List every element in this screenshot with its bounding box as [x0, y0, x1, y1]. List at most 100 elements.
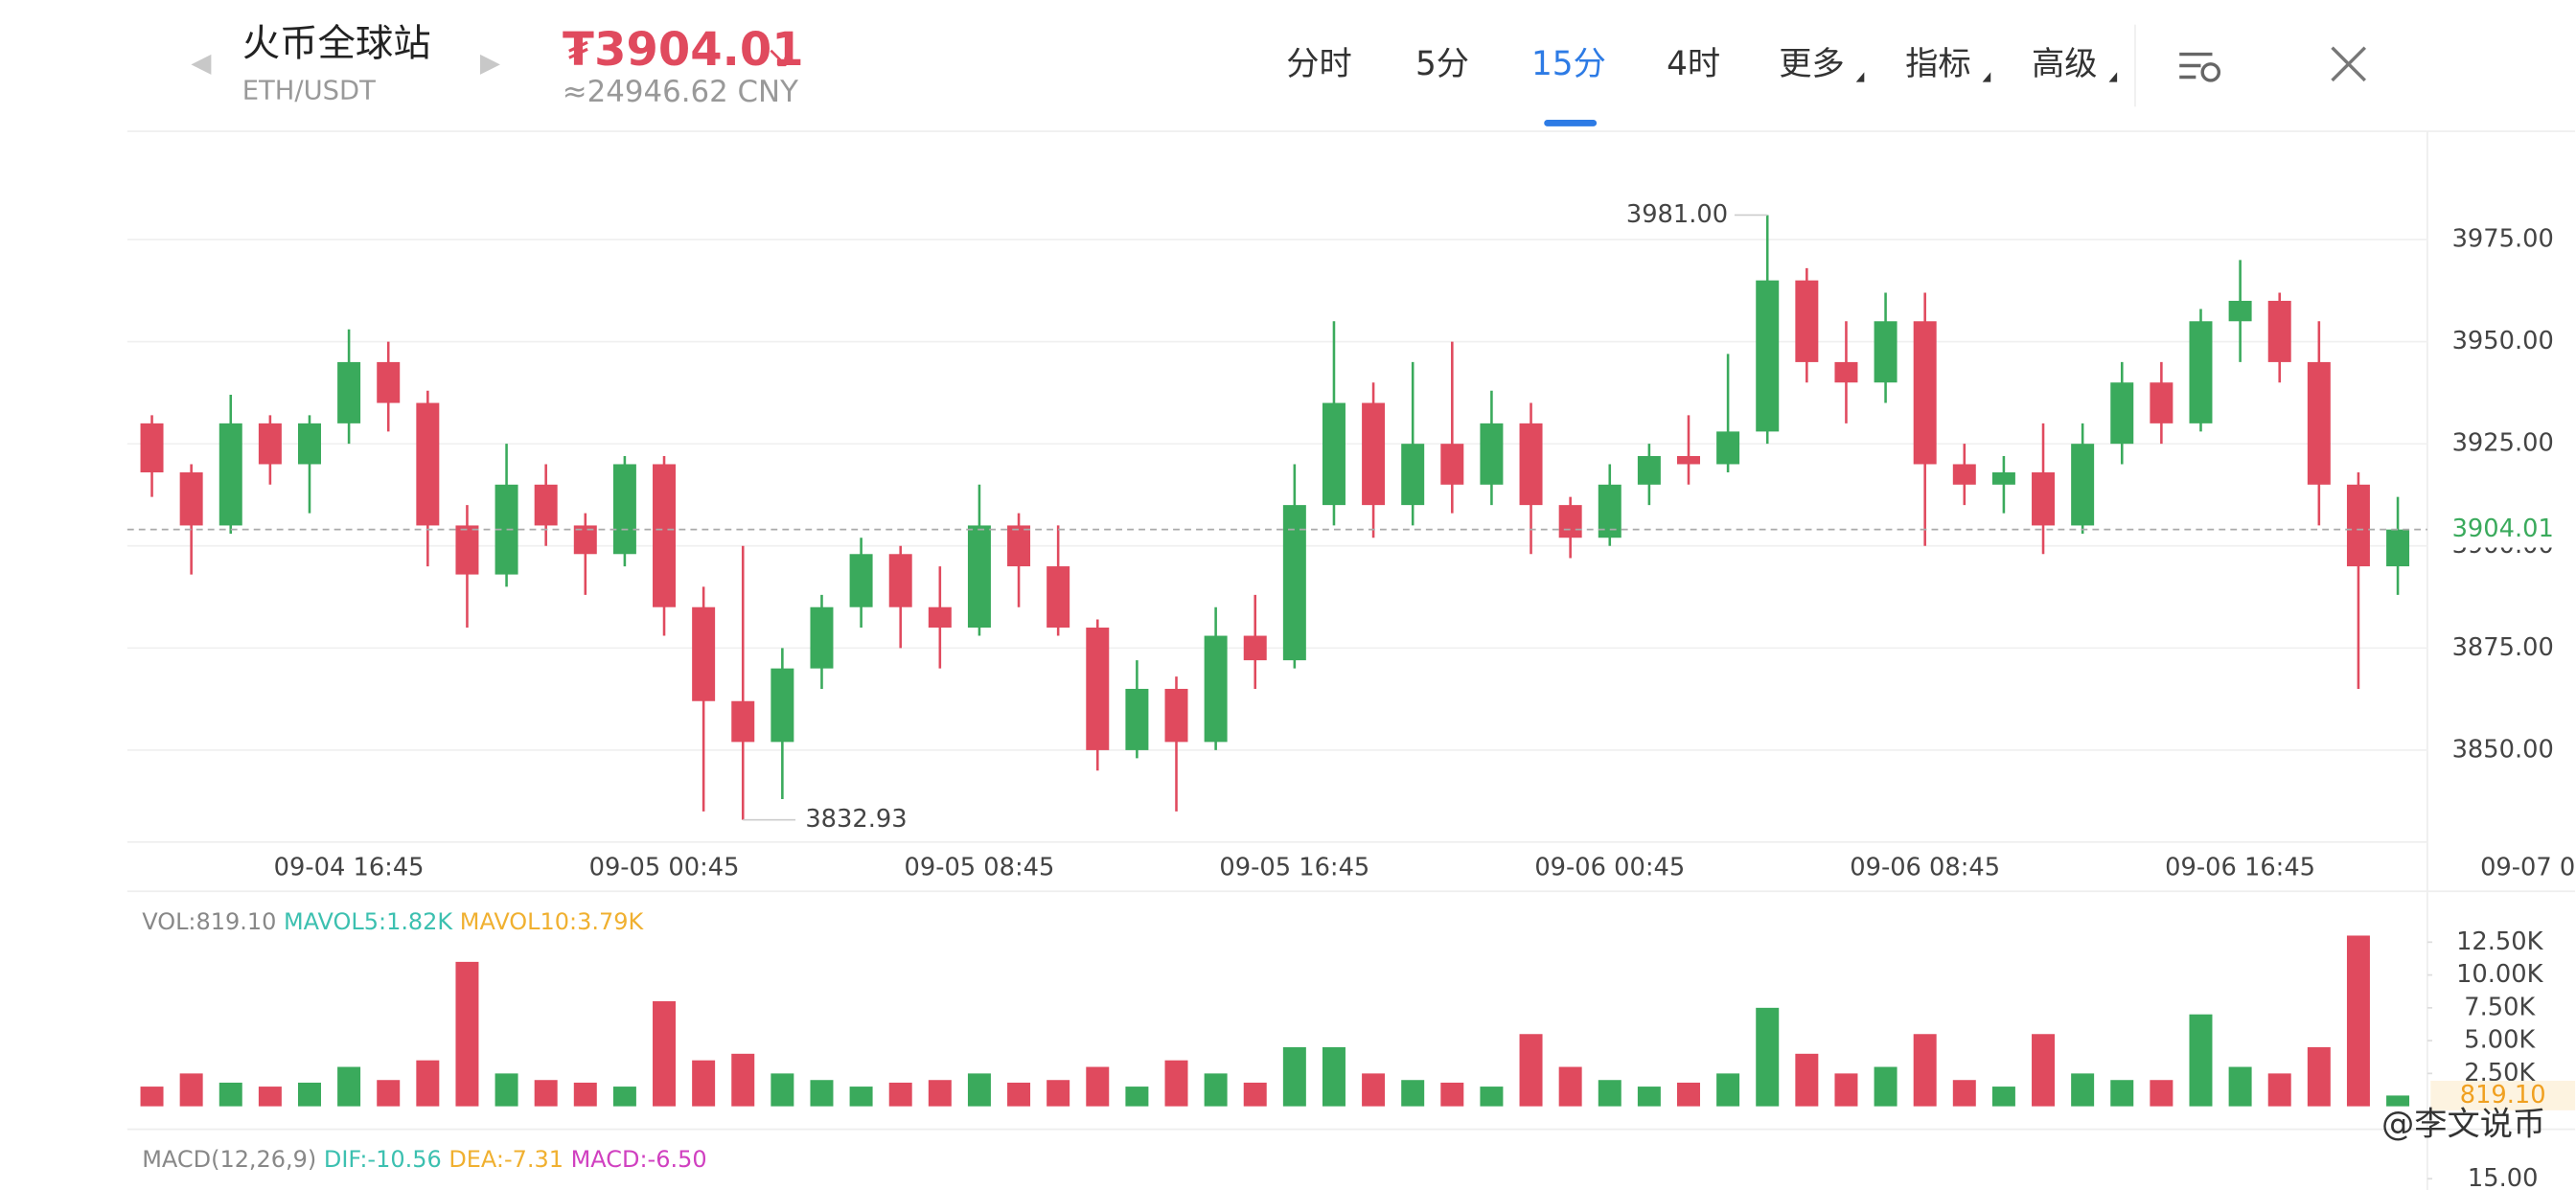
last-price: ₮3904.01	[563, 23, 804, 77]
candle-body	[1440, 444, 1464, 485]
volume-bar	[1086, 1066, 1110, 1107]
candle-body	[1952, 464, 1976, 485]
candle-body	[1913, 321, 1937, 465]
tab-underline	[1544, 120, 1598, 126]
volume-bar	[1677, 1082, 1700, 1107]
candle-body	[967, 525, 991, 629]
y-tick-label: 3850.00	[2452, 735, 2554, 764]
candle-body	[2228, 300, 2252, 322]
volume-bar	[573, 1082, 597, 1107]
volume-bar	[297, 1082, 321, 1107]
volume-bar	[1598, 1080, 1622, 1107]
volume-bar	[1874, 1066, 1898, 1107]
candle-body	[2346, 484, 2370, 567]
volume-bar	[1204, 1073, 1228, 1107]
candle-body	[1480, 423, 1504, 485]
tab[interactable]: 高级	[2032, 45, 2098, 83]
candle-body	[810, 606, 834, 669]
volume-bar	[2071, 1073, 2095, 1107]
candle-body	[337, 361, 361, 423]
exchange-name: 火币全球站	[242, 21, 431, 65]
volume-bar	[653, 1000, 677, 1107]
y-tick-label: 7.50K	[2464, 993, 2536, 1021]
tabs: 分时 5分 15分 4时 更多 指标 高级	[1286, 45, 2118, 126]
candle-body	[770, 668, 794, 743]
candle-body	[573, 525, 597, 555]
candle-body	[2150, 382, 2174, 423]
candle-body	[1125, 688, 1149, 750]
close-icon[interactable]	[2331, 46, 2367, 82]
prev-arrow[interactable]: ◀	[191, 48, 211, 78]
volume-bar	[1716, 1073, 1740, 1107]
macd-header: MACD(12,26,9) DIF:-10.56 DEA:-7.31 MACD:…	[142, 1146, 706, 1173]
volume-bar	[416, 1060, 440, 1107]
volume-bar	[1164, 1060, 1188, 1107]
candle-body	[1282, 505, 1306, 661]
settings-icon[interactable]	[2179, 52, 2221, 82]
candle-body	[1716, 431, 1740, 465]
volume-bar	[612, 1087, 636, 1107]
candle-body	[692, 606, 716, 701]
y-tick-label: 3975.00	[2452, 225, 2554, 254]
y-tick-label: 3950.00	[2452, 327, 2554, 355]
volume-bar	[1125, 1087, 1149, 1107]
volume-header: VOL:819.10 MAVOL5:1.82K MAVOL10:3.79K	[142, 908, 644, 935]
candle-body	[140, 423, 164, 473]
candle-body	[1164, 688, 1188, 743]
volume-bar	[2267, 1073, 2291, 1107]
candle-body	[1874, 321, 1898, 383]
volume-bar	[2346, 935, 2370, 1107]
volume-bar	[770, 1073, 794, 1107]
dea-label: DEA:-7.31	[448, 1146, 564, 1173]
tab[interactable]: 指标	[1905, 45, 1971, 83]
tab[interactable]: 15分	[1531, 45, 1606, 83]
candle-body	[1756, 280, 1780, 432]
volume-bar	[2110, 1080, 2134, 1107]
dropdown-marker	[2108, 72, 2118, 82]
volume-bar	[1282, 1046, 1306, 1107]
y-tick-label: 3925.00	[2452, 429, 2554, 458]
price-cny: ≈24946.62 CNY	[563, 75, 798, 109]
dropdown-marker	[1855, 72, 1865, 82]
tab[interactable]: 4时	[1667, 45, 1720, 83]
current-price-label: 3904.01	[2452, 515, 2554, 543]
x-tick-label: 09-04 16:45	[274, 854, 425, 882]
tab[interactable]: 5分	[1415, 45, 1469, 83]
volume-bar	[849, 1087, 873, 1107]
volume-bar	[1756, 1007, 1780, 1107]
x-tick-label: 09-05 08:45	[905, 854, 1055, 882]
candle-body	[297, 423, 321, 465]
volume-bar	[258, 1087, 282, 1107]
current-price-box	[2430, 511, 2576, 548]
volume-bar	[1558, 1066, 1582, 1107]
candle-body	[2267, 300, 2291, 362]
volume-bar	[1401, 1080, 1425, 1107]
y-tick-label: 15.00	[2468, 1164, 2539, 1190]
volume-bar	[928, 1080, 952, 1107]
volume-bar	[1991, 1087, 2015, 1107]
x-tick-label: 09-07 00:45	[2480, 854, 2576, 882]
candle-body	[888, 554, 912, 607]
x-tick-label: 09-06 16:45	[2165, 854, 2315, 882]
candle-body	[1401, 444, 1425, 506]
volume-bar	[377, 1080, 401, 1107]
next-arrow[interactable]: ▶	[480, 48, 500, 78]
pair-name: ETH/USDT	[242, 76, 376, 105]
candle-body	[612, 464, 636, 555]
tab[interactable]: 更多	[1779, 45, 1845, 83]
candle-body	[1519, 423, 1543, 506]
volume-bar	[1834, 1073, 1858, 1107]
tab[interactable]: 分时	[1286, 45, 1352, 83]
volume-bar	[494, 1073, 518, 1107]
volume-bar	[218, 1082, 242, 1107]
volume-bar	[731, 1053, 755, 1107]
candle-body	[1243, 635, 1267, 661]
y-tick-label: 10.00K	[2456, 960, 2544, 989]
volume-bar	[1795, 1053, 1819, 1107]
volume-bar	[967, 1073, 991, 1107]
candle-body	[849, 554, 873, 607]
candle-body	[653, 464, 677, 607]
vol-label: VOL:819.10	[142, 908, 276, 935]
dropdown-marker	[1982, 72, 1991, 82]
volume-bar	[1913, 1034, 1937, 1107]
